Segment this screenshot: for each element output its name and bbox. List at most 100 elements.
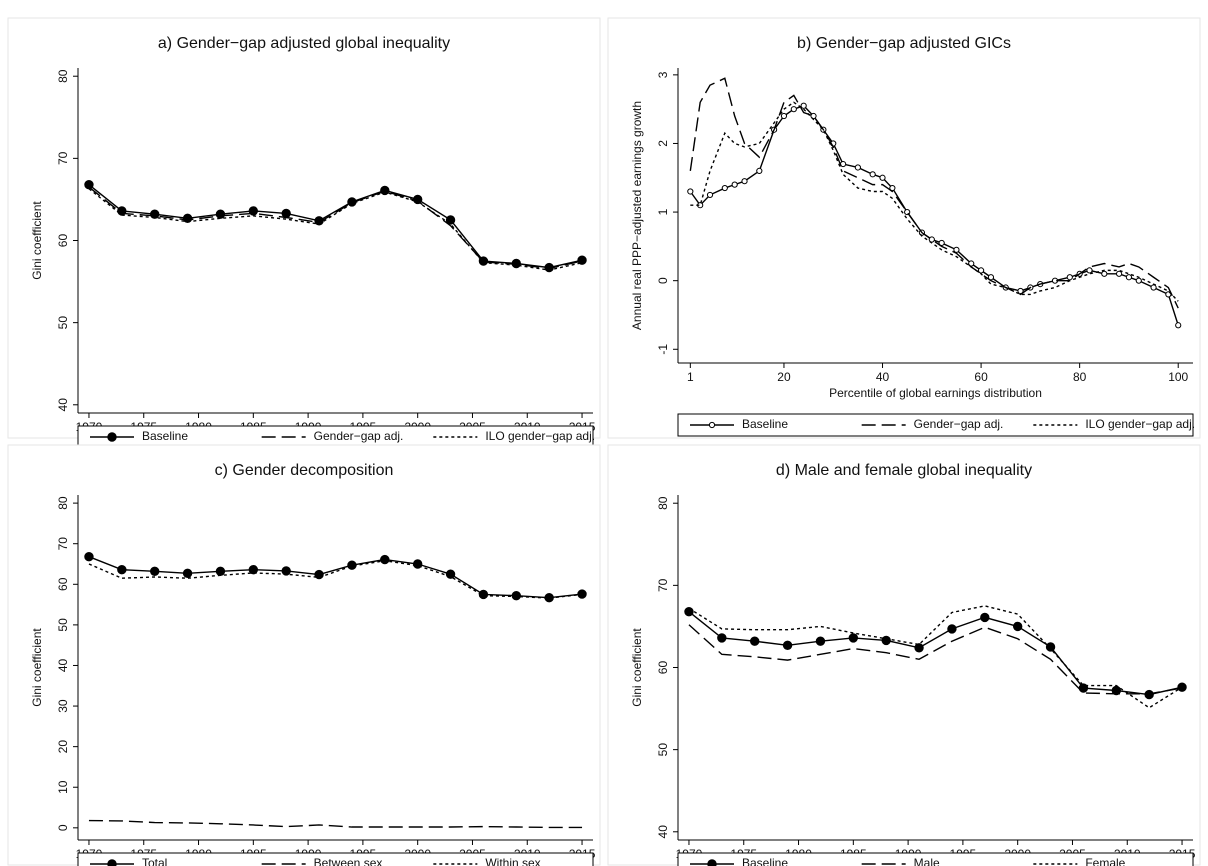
data-point: [980, 612, 990, 623]
y-tick-label: 40: [56, 398, 70, 412]
y-tick-label: 50: [656, 743, 670, 757]
series-line: [689, 77, 1179, 309]
series-line: [88, 819, 583, 829]
x-tick-label: 1: [687, 370, 694, 384]
y-tick-label: 40: [656, 825, 670, 839]
data-point: [248, 564, 259, 575]
y-tick-label: 0: [56, 824, 70, 831]
data-point: [1066, 274, 1073, 281]
data-point: [1125, 274, 1133, 281]
legend-label: Gender−gap adj.: [914, 417, 1004, 431]
y-tick-label: 60: [56, 577, 70, 591]
x-tick-label: 20: [777, 370, 791, 384]
legend-label: ILO gender−gap adj.: [1085, 417, 1195, 431]
data-point: [815, 636, 826, 646]
legend-label: Female: [1085, 856, 1125, 866]
panel: a) Gender−gap adjusted global inequality…: [7, 17, 601, 449]
y-axis-title: Gini coefficient: [30, 628, 44, 707]
legend-box: [677, 852, 1194, 866]
y-axis-title: Gini coefficient: [30, 201, 44, 280]
series-line: [88, 186, 583, 270]
y-tick-label: -1: [656, 344, 670, 355]
series-line: [88, 188, 583, 271]
data-point: [1175, 322, 1182, 329]
y-tick-label: 60: [656, 661, 670, 675]
data-point: [756, 167, 763, 175]
data-point: [780, 112, 788, 120]
legend-label: ILO gender−gap adj.: [485, 429, 595, 443]
y-tick-label: 70: [56, 151, 70, 165]
data-point: [706, 191, 714, 199]
y-tick-label: 50: [56, 316, 70, 330]
series-line: [88, 560, 583, 599]
data-point: [687, 188, 694, 195]
chart-title: d) Male and female global inequality: [776, 462, 1032, 479]
chart-title: b) Gender−gap adjusted GICs: [797, 35, 1011, 52]
data-point: [380, 185, 390, 196]
data-point: [854, 164, 861, 171]
data-point: [1135, 277, 1142, 284]
data-point: [721, 184, 728, 192]
y-tick-label: 70: [656, 578, 670, 592]
legend-label: Within sex: [485, 856, 540, 866]
chart-title: a) Gender−gap adjusted global inequality: [158, 35, 450, 52]
series-line: [88, 184, 583, 269]
data-point: [281, 208, 291, 219]
panel: b) Gender−gap adjusted GICs -1 0 1 2 3 1 20 40 60…: [607, 17, 1201, 439]
series-line: [688, 611, 1183, 696]
data-point: [1012, 621, 1023, 632]
data-point: [445, 569, 456, 579]
legend-label: Gender−gap adj.: [314, 429, 404, 443]
data-point: [577, 255, 587, 265]
legend-box: [77, 852, 594, 866]
legend-box: [677, 413, 1194, 437]
data-point: [1177, 682, 1187, 692]
y-axis-title: Gini coefficient: [630, 628, 644, 707]
data-point: [1101, 270, 1108, 277]
data-point: [790, 106, 797, 113]
data-point: [869, 171, 876, 178]
series-line: [88, 556, 583, 599]
data-point: [731, 181, 738, 188]
x-tick-label: 80: [1073, 370, 1087, 384]
panel-frame: [607, 17, 1201, 439]
x-axis-title: Percentile of global earnings distributi…: [829, 386, 1042, 400]
data-point: [380, 554, 390, 565]
x-tick-label: 40: [876, 370, 890, 384]
y-tick-label: 70: [56, 537, 70, 551]
data-point: [953, 246, 960, 253]
x-tick-label: 100: [1168, 370, 1188, 384]
data-point: [1086, 267, 1093, 274]
y-tick-label: 2: [656, 140, 670, 147]
panel: d) Male and female global inequality 40 50…: [607, 444, 1201, 866]
legend-marker: [708, 421, 716, 429]
data-point: [879, 174, 886, 181]
legend-marker: [107, 432, 117, 442]
y-tick-label: 40: [56, 658, 70, 672]
series-line: [688, 605, 1183, 709]
data-point: [717, 633, 727, 643]
data-point: [914, 643, 924, 653]
y-tick-label: 50: [56, 618, 70, 632]
y-tick-label: 0: [656, 277, 670, 284]
legend-label: Baseline: [142, 429, 188, 443]
data-point: [848, 633, 859, 643]
legend-marker: [107, 859, 117, 866]
y-tick-label: 30: [56, 699, 70, 713]
y-tick-label: 80: [656, 496, 670, 510]
data-point: [511, 590, 521, 601]
series-line: [688, 624, 1183, 695]
y-tick-label: 1: [656, 208, 670, 215]
y-tick-label: 60: [56, 234, 70, 248]
y-axis-title: Annual real PPP−adjusted earnings growth: [630, 101, 644, 330]
x-tick-label: 60: [974, 370, 988, 384]
y-tick-label: 80: [56, 496, 70, 510]
data-point: [117, 564, 127, 575]
legend-label: Total: [142, 856, 167, 866]
legend-label: Male: [914, 856, 940, 866]
data-point: [1150, 284, 1157, 291]
panel-frame: [607, 444, 1201, 866]
data-point: [84, 551, 94, 562]
y-tick-label: 20: [56, 740, 70, 754]
